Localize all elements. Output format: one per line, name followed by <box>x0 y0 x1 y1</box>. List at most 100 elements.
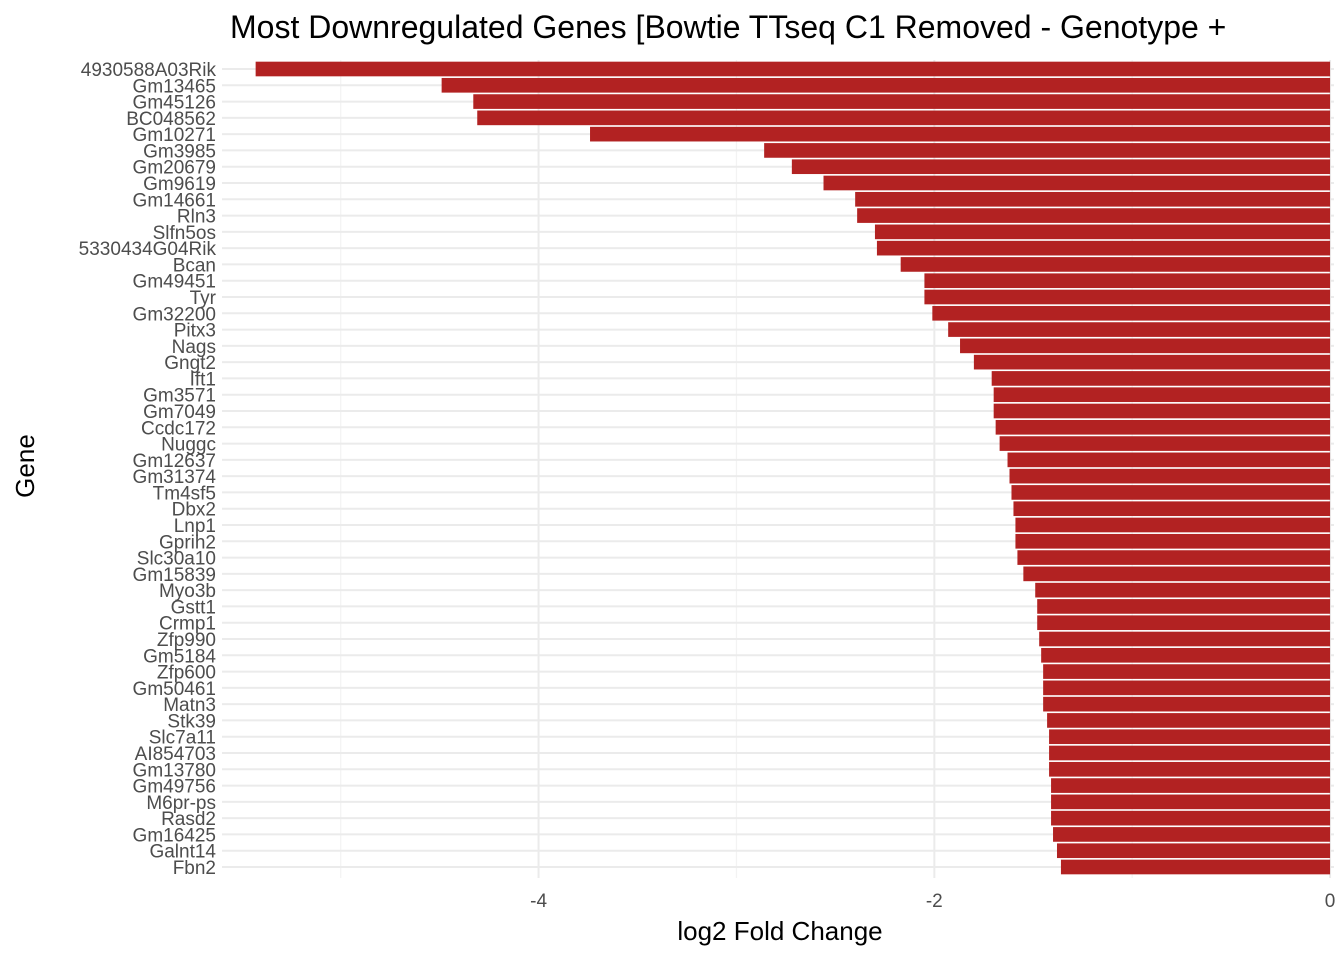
bar-Gm49756 <box>1051 778 1331 793</box>
bar-Rln3 <box>857 208 1331 223</box>
gene-label-Gprih2: Gprih2 <box>159 532 216 553</box>
gene-label-Gm50461: Gm50461 <box>133 679 216 700</box>
gene-label-Lnp1: Lnp1 <box>174 516 216 537</box>
gene-label-Slc30a10: Slc30a10 <box>137 549 216 570</box>
bar-series <box>255 61 1331 875</box>
bar-Gm31374 <box>1009 468 1331 484</box>
gene-label-Zfp600: Zfp600 <box>157 663 216 684</box>
bar-Gm16425 <box>1053 827 1331 842</box>
gene-label-Gm16425: Gm16425 <box>133 825 216 846</box>
gene-label-Gm3571: Gm3571 <box>143 386 216 407</box>
chart-title: Most Downregulated Genes [Bowtie TTseq C… <box>230 9 1226 45</box>
gene-label-Slfn5os: Slfn5os <box>153 223 216 244</box>
x-axis-title: log2 Fold Change <box>677 916 882 946</box>
bar-Gm49451 <box>924 273 1331 289</box>
bar-Gm15839 <box>1023 566 1331 582</box>
gene-label-Gm9619: Gm9619 <box>143 174 216 195</box>
gene-label-Slc7a11: Slc7a11 <box>149 728 216 749</box>
bar-Galnt14 <box>1056 843 1331 859</box>
bar-Nags <box>960 338 1331 354</box>
gene-label-Gm20679: Gm20679 <box>133 158 216 179</box>
bar-Pitx3 <box>948 322 1331 337</box>
bar-Gm14661 <box>855 191 1331 207</box>
bar-Dbx2 <box>1013 501 1331 517</box>
gene-label-Gm14661: Gm14661 <box>133 190 216 211</box>
x-tick-label: -2 <box>926 891 943 912</box>
bar-Gm13465 <box>441 77 1331 93</box>
gene-label-Tyr: Tyr <box>190 288 217 309</box>
gene-label-Zfp990: Zfp990 <box>157 630 216 651</box>
bar-Tm4sf5 <box>1011 485 1331 500</box>
gene-label-Gm7049: Gm7049 <box>143 402 216 423</box>
gene-label-Gm15839: Gm15839 <box>133 565 216 586</box>
gene-label-AI854703: AI854703 <box>135 744 216 765</box>
gene-label-Rasd2: Rasd2 <box>161 809 216 830</box>
bar-Gm10271 <box>590 126 1331 142</box>
bar-Gm7049 <box>993 403 1331 419</box>
gene-label-Gm5184: Gm5184 <box>143 646 216 667</box>
gene-label-Dbx2: Dbx2 <box>172 500 216 521</box>
gene-label-Rln3: Rln3 <box>177 207 216 228</box>
bar-Gm32200 <box>932 305 1331 321</box>
gene-label-Gm10271: Gm10271 <box>133 125 216 146</box>
gene-label-4930588A03Rik: 4930588A03Rik <box>81 60 217 81</box>
gene-label-Stk39: Stk39 <box>167 711 216 732</box>
bar-Gm20679 <box>791 159 1331 175</box>
gene-label-Gngt2: Gngt2 <box>164 353 216 374</box>
bar-Gstt1 <box>1037 599 1331 614</box>
bar-4930588A03Rik <box>255 61 1331 77</box>
bar-Tyr <box>924 289 1331 305</box>
bar-Slc30a10 <box>1017 550 1331 565</box>
gene-label-Nuggc: Nuggc <box>161 435 216 456</box>
bar-Rasd2 <box>1051 810 1331 826</box>
gene-label-Fbn2: Fbn2 <box>173 858 216 879</box>
bar-Ift1 <box>991 371 1331 386</box>
gene-label-Gm13780: Gm13780 <box>133 760 216 781</box>
y-axis-tick-labels: 4930588A03RikGm13465Gm45126BC048562Gm102… <box>79 60 217 879</box>
y-axis-title: Gene <box>10 434 40 498</box>
gene-label-BC048562: BC048562 <box>126 109 216 130</box>
gene-label-Gm45126: Gm45126 <box>133 93 216 114</box>
gene-label-Gm32200: Gm32200 <box>133 304 216 325</box>
bar-BC048562 <box>477 110 1331 126</box>
bar-Zfp990 <box>1039 631 1331 647</box>
gene-label-Tm4sf5: Tm4sf5 <box>153 483 216 504</box>
bar-Fbn2 <box>1060 859 1331 875</box>
gene-label-Gm12637: Gm12637 <box>133 451 216 472</box>
gene-label-Nags: Nags <box>172 337 216 358</box>
bar-Stk39 <box>1047 713 1331 728</box>
bar-Gprih2 <box>1015 533 1331 549</box>
bar-Gngt2 <box>973 354 1331 370</box>
bar-Matn3 <box>1043 696 1331 712</box>
bar-Slc7a11 <box>1049 729 1331 745</box>
x-axis-tick-labels: -4 -2 0 <box>530 891 1335 912</box>
bar-Gm12637 <box>1007 452 1331 468</box>
bar-5330434G04Rik <box>876 240 1331 256</box>
bar-Zfp600 <box>1043 664 1331 679</box>
gene-label-5330434G04Rik: 5330434G04Rik <box>79 239 217 260</box>
gene-label-Myo3b: Myo3b <box>159 581 216 602</box>
gene-label-Gm13465: Gm13465 <box>133 76 216 97</box>
gene-label-Gm31374: Gm31374 <box>133 467 217 488</box>
bar-Lnp1 <box>1015 517 1331 533</box>
x-tick-label: -4 <box>530 891 547 912</box>
bar-M6pr-ps <box>1051 794 1331 810</box>
bar-Gm5184 <box>1041 647 1331 663</box>
gene-label-Gm3985: Gm3985 <box>143 141 216 162</box>
bar-Gm9619 <box>823 175 1331 191</box>
gene-label-M6pr-ps: M6pr-ps <box>146 793 216 814</box>
bar-Slfn5os <box>874 224 1331 240</box>
bar-Bcan <box>900 257 1331 272</box>
gene-label-Galnt14: Galnt14 <box>149 842 216 863</box>
x-tick-label: 0 <box>1325 891 1336 912</box>
gene-label-Gm49756: Gm49756 <box>133 777 216 798</box>
bar-Crmp1 <box>1037 615 1331 631</box>
gene-label-Gm49451: Gm49451 <box>133 272 216 293</box>
gene-label-Pitx3: Pitx3 <box>174 321 216 342</box>
gene-label-Gstt1: Gstt1 <box>171 597 216 618</box>
gene-label-Bcan: Bcan <box>173 255 216 276</box>
bar-Gm50461 <box>1043 680 1331 696</box>
bar-Gm3571 <box>993 387 1331 403</box>
bar-Myo3b <box>1035 582 1331 598</box>
